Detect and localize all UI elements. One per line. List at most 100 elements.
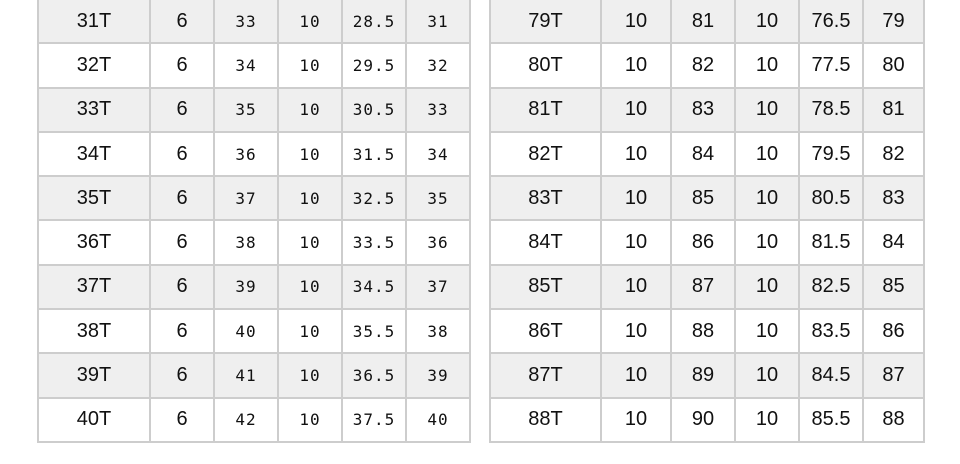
value-cell: 39 <box>213 263 279 311</box>
size-label-cell: 36T <box>37 219 151 266</box>
size-label-cell: 86T <box>489 308 602 355</box>
value-cell: 86 <box>862 308 925 355</box>
value-cell: 36 <box>405 219 471 266</box>
value-cell: 33.5 <box>341 219 407 266</box>
value-cell: 10 <box>277 219 343 266</box>
size-label-cell: 34T <box>37 130 151 178</box>
size-label-cell: 88T <box>489 396 602 443</box>
size-label-cell: 35T <box>37 175 151 222</box>
size-label-cell: 37T <box>37 263 151 311</box>
value-cell: 10 <box>600 308 672 355</box>
value-cell: 10 <box>600 175 672 222</box>
value-cell: 33 <box>405 86 471 133</box>
value-cell: 40 <box>405 396 471 443</box>
value-cell: 10 <box>600 396 672 443</box>
value-cell: 88 <box>670 308 736 355</box>
right-table-body: 79T 10 81 10 76.5 79 80T 10 82 10 77.5 80 81T 10 83 10 7… <box>489 0 925 443</box>
value-cell: 6 <box>149 42 215 89</box>
value-cell: 85.5 <box>798 396 864 443</box>
value-cell: 6 <box>149 0 215 45</box>
value-cell: 81.5 <box>798 219 864 266</box>
table-row: 83T 10 85 10 80.5 83 <box>489 175 925 222</box>
table-row: 82T 10 84 10 79.5 82 <box>489 130 925 178</box>
value-cell: 10 <box>277 263 343 311</box>
value-cell: 31.5 <box>341 130 407 178</box>
value-cell: 36.5 <box>341 352 407 399</box>
value-cell: 82 <box>862 130 925 178</box>
value-cell: 81 <box>670 0 736 45</box>
value-cell: 31 <box>405 0 471 45</box>
value-cell: 10 <box>600 352 672 399</box>
value-cell: 10 <box>600 86 672 133</box>
value-cell: 10 <box>600 0 672 45</box>
value-cell: 35 <box>405 175 471 222</box>
value-cell: 86 <box>670 219 736 266</box>
value-cell: 88 <box>862 396 925 443</box>
table-row: 86T 10 88 10 83.5 86 <box>489 308 925 355</box>
value-cell: 10 <box>277 352 343 399</box>
table-row: 87T 10 89 10 84.5 87 <box>489 352 925 399</box>
value-cell: 10 <box>734 130 800 178</box>
value-cell: 34 <box>213 42 279 89</box>
value-cell: 37.5 <box>341 396 407 443</box>
value-cell: 10 <box>734 0 800 45</box>
value-cell: 84 <box>670 130 736 178</box>
value-cell: 81 <box>862 86 925 133</box>
value-cell: 80.5 <box>798 175 864 222</box>
value-cell: 82.5 <box>798 263 864 311</box>
value-cell: 36 <box>213 130 279 178</box>
table-row: 84T 10 86 10 81.5 84 <box>489 219 925 266</box>
size-label-cell: 82T <box>489 130 602 178</box>
value-cell: 10 <box>734 396 800 443</box>
value-cell: 10 <box>734 175 800 222</box>
table-row: 31T 6 33 10 28.5 31 <box>37 0 471 45</box>
value-cell: 10 <box>600 263 672 311</box>
size-label-cell: 80T <box>489 42 602 89</box>
table-row: 37T 6 39 10 34.5 37 <box>37 263 471 311</box>
value-cell: 10 <box>277 396 343 443</box>
value-cell: 10 <box>277 42 343 89</box>
value-cell: 41 <box>213 352 279 399</box>
table-row: 88T 10 90 10 85.5 88 <box>489 396 925 443</box>
table-row: 81T 10 83 10 78.5 81 <box>489 86 925 133</box>
value-cell: 28.5 <box>341 0 407 45</box>
value-cell: 10 <box>277 175 343 222</box>
value-cell: 85 <box>862 263 925 311</box>
value-cell: 10 <box>734 42 800 89</box>
size-label-cell: 32T <box>37 42 151 89</box>
value-cell: 6 <box>149 352 215 399</box>
value-cell: 79 <box>862 0 925 45</box>
size-label-cell: 85T <box>489 263 602 311</box>
value-cell: 83 <box>670 86 736 133</box>
size-label-cell: 33T <box>37 86 151 133</box>
value-cell: 35.5 <box>341 308 407 355</box>
value-cell: 6 <box>149 130 215 178</box>
size-label-cell: 79T <box>489 0 602 45</box>
value-cell: 6 <box>149 86 215 133</box>
size-label-cell: 87T <box>489 352 602 399</box>
value-cell: 39 <box>405 352 471 399</box>
table-row: 32T 6 34 10 29.5 32 <box>37 42 471 89</box>
value-cell: 42 <box>213 396 279 443</box>
size-label-cell: 83T <box>489 175 602 222</box>
table-row: 35T 6 37 10 32.5 35 <box>37 175 471 222</box>
value-cell: 33 <box>213 0 279 45</box>
value-cell: 10 <box>600 130 672 178</box>
value-cell: 38 <box>213 219 279 266</box>
value-cell: 80 <box>862 42 925 89</box>
size-label-cell: 39T <box>37 352 151 399</box>
value-cell: 76.5 <box>798 0 864 45</box>
size-label-cell: 40T <box>37 396 151 443</box>
table-row: 33T 6 35 10 30.5 33 <box>37 86 471 133</box>
value-cell: 35 <box>213 86 279 133</box>
value-cell: 37 <box>405 263 471 311</box>
right-size-table: 79T 10 81 10 76.5 79 80T 10 82 10 77.5 80 81T 10 83 10 7… <box>489 0 925 443</box>
value-cell: 82 <box>670 42 736 89</box>
value-cell: 30.5 <box>341 86 407 133</box>
value-cell: 83.5 <box>798 308 864 355</box>
value-cell: 87 <box>670 263 736 311</box>
value-cell: 34.5 <box>341 263 407 311</box>
value-cell: 10 <box>600 42 672 89</box>
value-cell: 29.5 <box>341 42 407 89</box>
value-cell: 87 <box>862 352 925 399</box>
